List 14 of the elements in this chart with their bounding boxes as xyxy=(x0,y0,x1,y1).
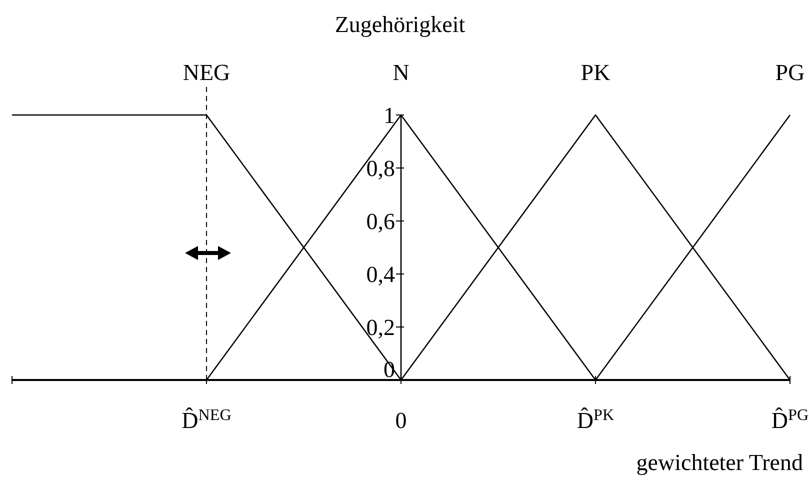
y-tick-label: 0,8 xyxy=(366,156,395,181)
y-tick-label: 0,4 xyxy=(366,262,396,287)
series-label: PK xyxy=(580,60,611,85)
y-axis-title: Zugehörigkeit xyxy=(334,12,466,37)
x-tick-label: D̂$^{NEG}$ xyxy=(182,406,232,433)
x-axis-title: gewichteter Trend xyxy=(636,450,804,475)
series-label: N xyxy=(392,60,410,85)
y-tick-label: 1 xyxy=(384,103,395,128)
series-label: PG xyxy=(775,60,805,85)
y-tick-label: 0,6 xyxy=(366,209,395,234)
x-tick-label: D̂$^{PG}$ xyxy=(771,406,809,433)
series-label: NEG xyxy=(182,60,230,85)
x-tick-label: D̂$^{PK}$ xyxy=(576,406,614,433)
y-tick-label: 0,2 xyxy=(366,315,395,340)
